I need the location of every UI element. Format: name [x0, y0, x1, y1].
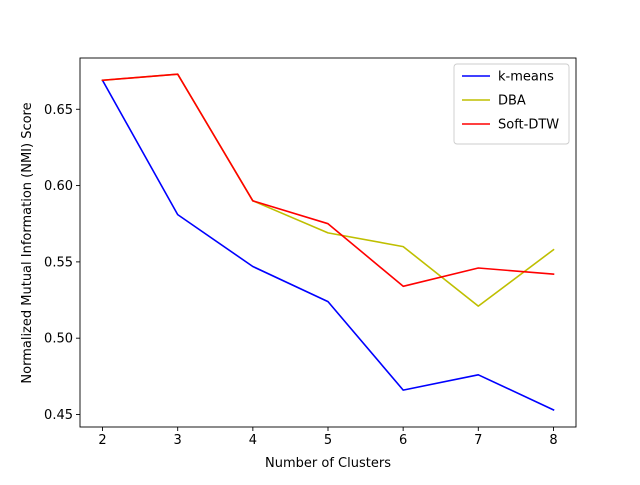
axes: 2 3 4 5 6 7 8 0.45 0.50 0.55 0.60 0.65 [44, 57, 577, 448]
y-tick-label: 0.65 [44, 103, 73, 118]
y-axis-label: Normalized Mutual Information (NMI) Scor… [20, 102, 35, 383]
y-tick-label: 0.55 [44, 255, 73, 270]
legend-label: Soft-DTW [498, 118, 559, 133]
legend-label: k-means [498, 70, 554, 85]
y-tick-label: 0.60 [44, 179, 73, 194]
x-tick-label: 5 [324, 433, 332, 448]
y-tick-label: 0.45 [44, 408, 73, 423]
series-line-k-means [101, 79, 555, 411]
legend: k-means DBA Soft-DTW [453, 63, 570, 145]
x-axis-label: Number of Clusters [265, 456, 391, 471]
x-tick-label: 2 [98, 433, 106, 448]
x-tick-label: 8 [549, 433, 557, 448]
x-tick-label: 4 [249, 433, 257, 448]
x-tick-label: 6 [399, 433, 407, 448]
y-tick-label: 0.50 [44, 332, 73, 347]
plot-area [101, 73, 555, 411]
x-tick-label: 7 [474, 433, 482, 448]
x-tick-label: 3 [174, 433, 182, 448]
legend-label: DBA [498, 94, 526, 109]
series-line-soft-dtw [101, 73, 555, 288]
